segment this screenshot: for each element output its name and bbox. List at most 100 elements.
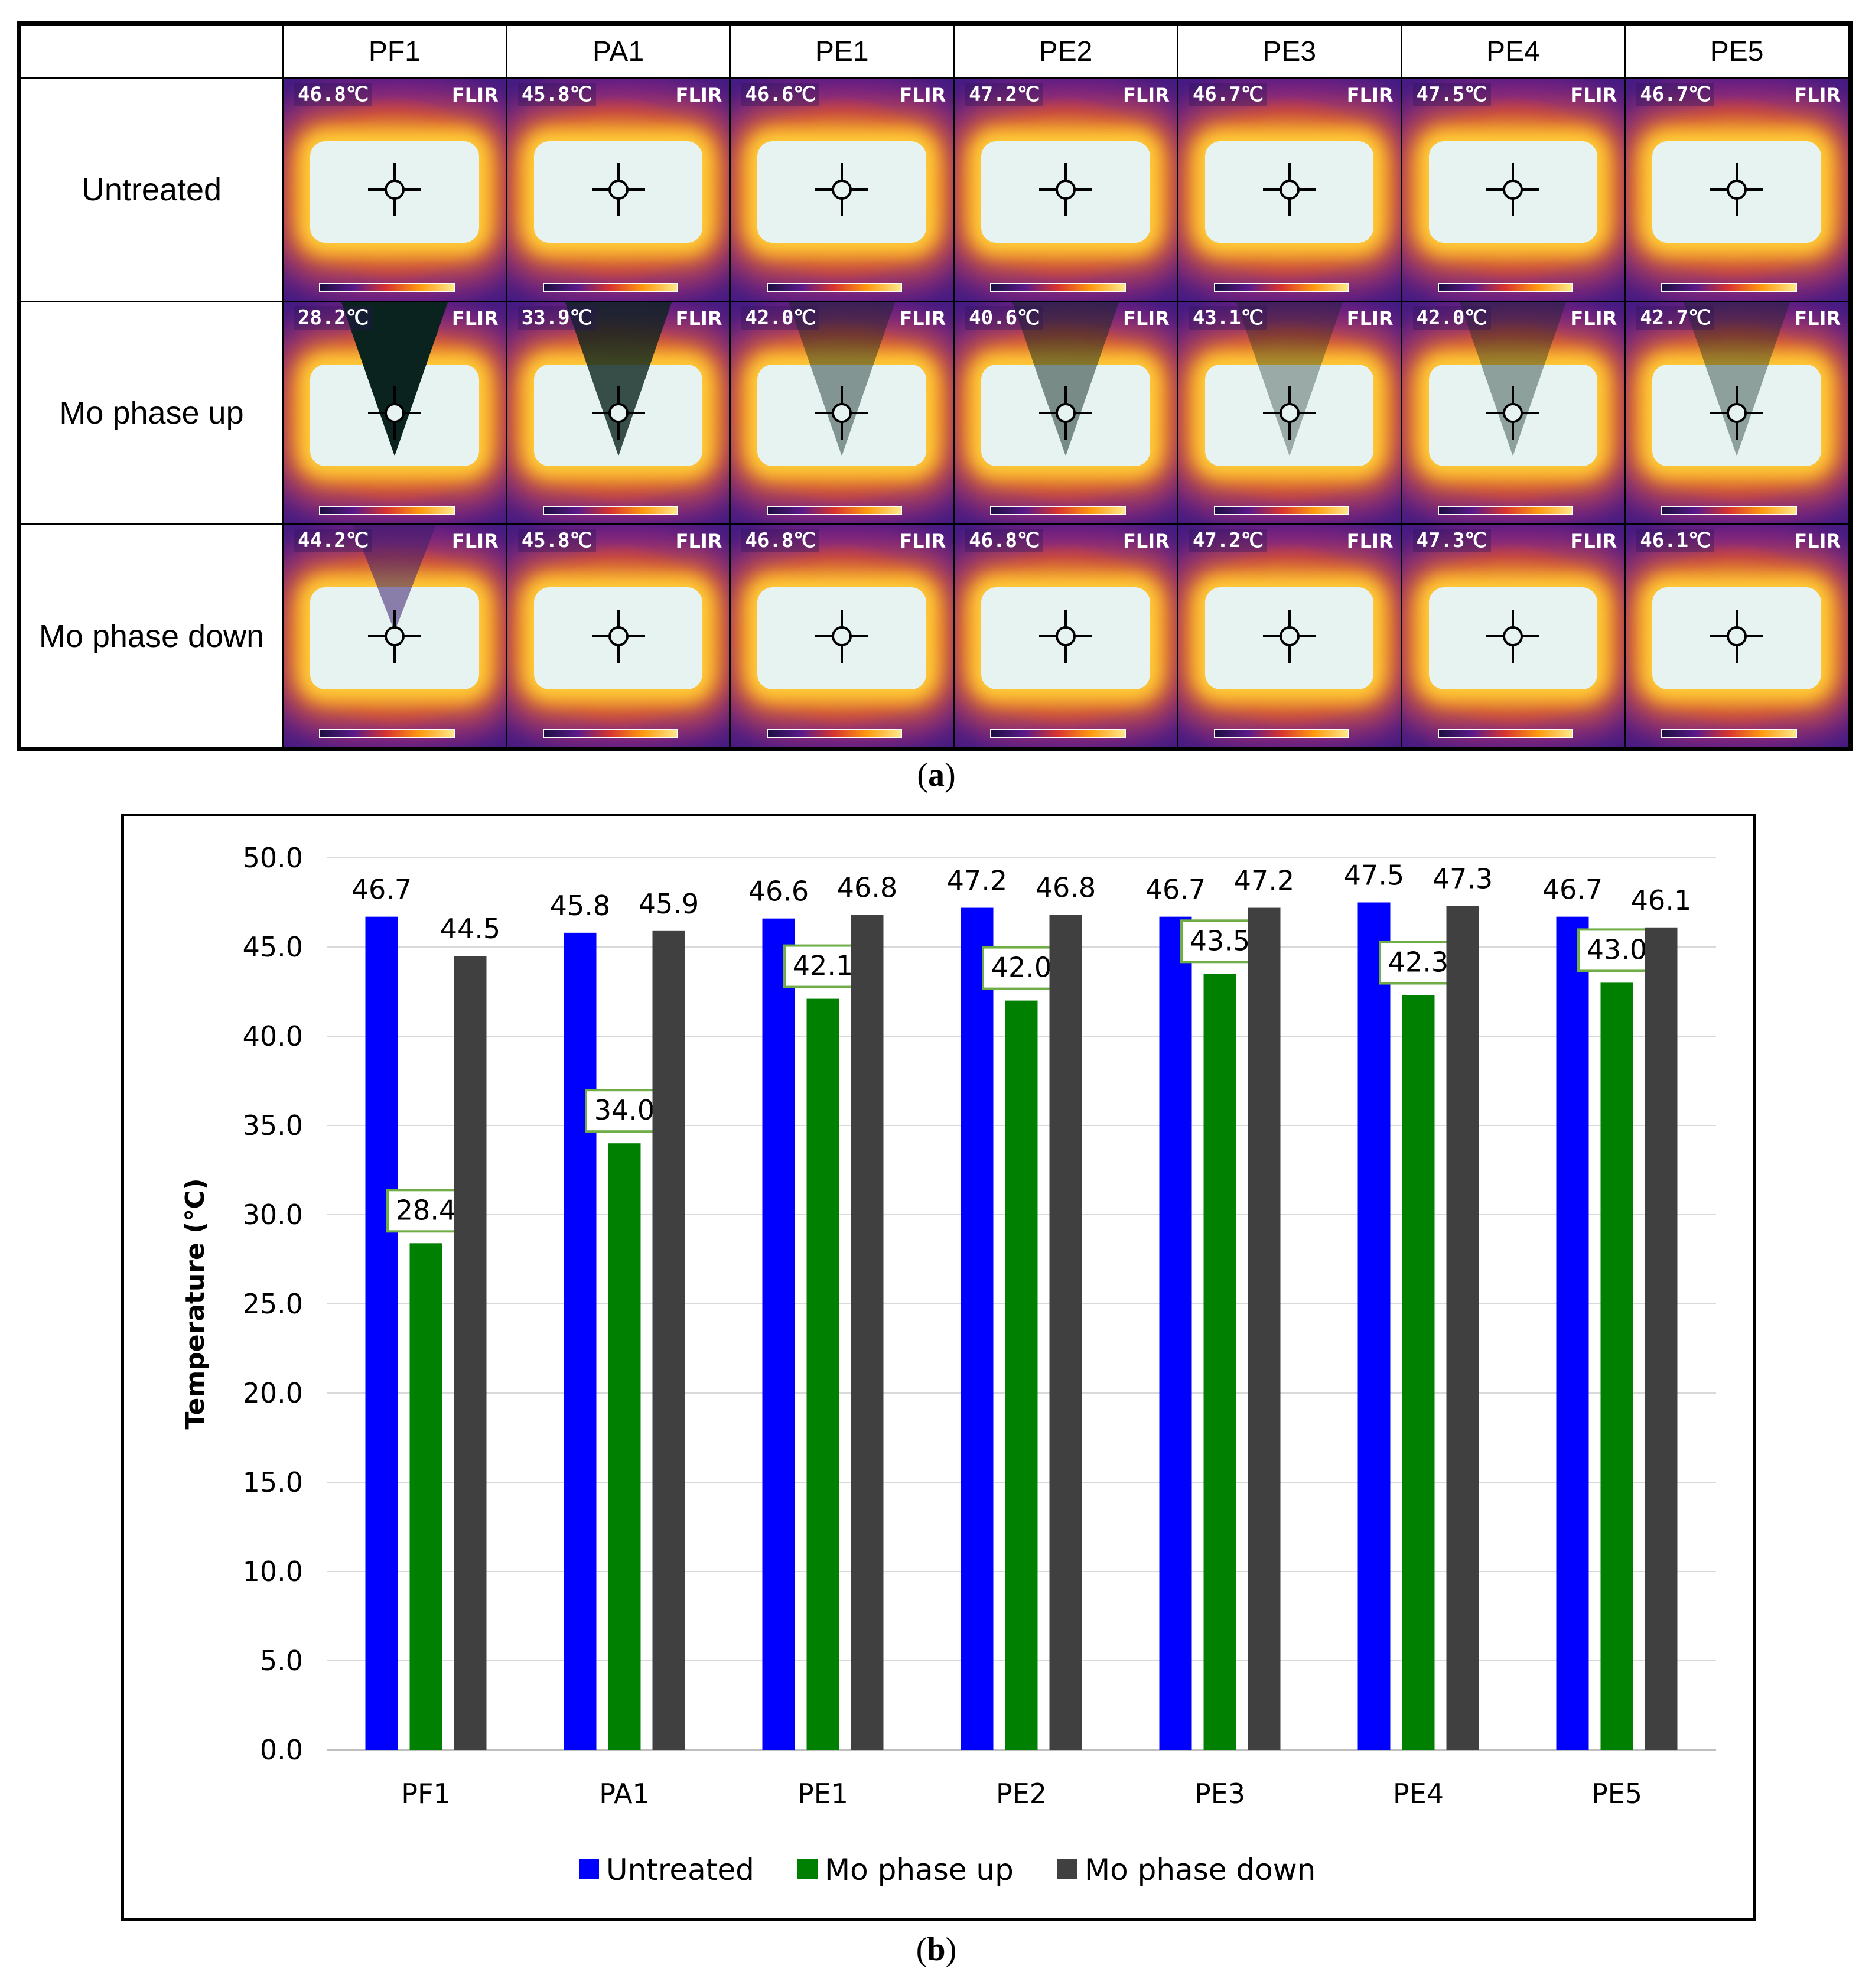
column-header: PE4: [1400, 24, 1626, 79]
bar: [762, 918, 795, 1750]
thermal-image: 47.5℃ FLIR: [1400, 77, 1626, 302]
crosshair-icon: [368, 163, 421, 216]
thermal-image: 46.8℃ FLIR: [953, 523, 1178, 749]
flir-logo: FLIR: [1346, 530, 1394, 553]
bar: [1402, 995, 1435, 1750]
crosshair-icon: [1263, 163, 1316, 216]
bar: [1159, 916, 1192, 1750]
data-label: 34.0: [594, 1094, 655, 1126]
crosshair-icon: [592, 163, 645, 216]
data-label: 46.7: [351, 874, 412, 906]
color-scale-bar: [766, 506, 902, 516]
color-scale-bar: [542, 506, 679, 516]
column-header: PA1: [505, 24, 731, 79]
bar: [564, 932, 597, 1750]
column-header: PE2: [953, 24, 1178, 79]
crosshair-icon: [1486, 386, 1539, 440]
column-header: PE3: [1176, 24, 1402, 79]
data-label-box: [982, 946, 1061, 990]
thermal-image-grid: PF1 PA1 PE1 PE2 PE3 PE4 PE5 Untreated 46…: [17, 21, 1853, 751]
bar: [961, 907, 994, 1750]
thermal-image: 46.6℃ FLIR: [729, 77, 955, 302]
row-label: Mo phase up: [19, 300, 284, 526]
temperature-readout: 47.5℃: [1412, 83, 1491, 106]
bar-chart: 0.0 5.0 10.0 15.0 20.0 25.0 30.0 35.0 40.0 45.0 50…: [180, 842, 1716, 1887]
data-label: 46.7: [1542, 874, 1603, 906]
y-tick-label: 5.0: [260, 1645, 303, 1677]
bar: [608, 1143, 641, 1750]
thermal-image: 46.8℃ FLIR: [282, 77, 507, 302]
thermal-image: 28.2℃ FLIR: [282, 300, 507, 526]
data-label: 42.0: [991, 952, 1051, 984]
temperature-readout: 45.8℃: [517, 529, 596, 553]
bar-chart-frame: 0.0 5.0 10.0 15.0 20.0 25.0 30.0 35.0 40.0 45.0 50…: [121, 814, 1756, 1921]
crosshair-icon: [815, 163, 868, 216]
data-label: 46.8: [837, 872, 897, 904]
temperature-readout: 46.8℃: [741, 529, 820, 553]
bar: [454, 956, 487, 1750]
data-label: 45.9: [639, 888, 699, 920]
legend-swatch: [797, 1859, 818, 1879]
color-scale-bar: [990, 729, 1126, 738]
data-label-box: [1379, 941, 1458, 985]
flir-logo: FLIR: [1346, 84, 1394, 106]
flir-logo: FLIR: [1570, 84, 1617, 106]
thermal-image: 46.7℃ FLIR: [1624, 77, 1850, 302]
bar: [1556, 916, 1589, 1750]
thermal-image: 46.7℃ FLIR: [1176, 77, 1402, 302]
row-label: Untreated: [19, 77, 284, 302]
crosshair-icon: [1039, 163, 1092, 216]
bar: [806, 998, 839, 1750]
temperature-readout: 42.0℃: [741, 305, 820, 330]
temperature-readout: 46.8℃: [294, 83, 373, 106]
thermal-image: 46.1℃ FLIR: [1624, 523, 1850, 749]
caption-a: (a): [917, 757, 956, 793]
color-scale-bar: [1213, 729, 1350, 738]
thermal-image: 47.2℃ FLIR: [953, 77, 1178, 302]
thermal-image: 47.2℃ FLIR: [1176, 523, 1402, 749]
data-label: 47.2: [947, 865, 1007, 897]
y-tick-label: 50.0: [243, 842, 303, 874]
color-scale-bar: [1661, 282, 1797, 292]
column-header: PE1: [729, 24, 955, 79]
temperature-readout: 28.2℃: [294, 305, 373, 330]
data-label-box: [1180, 919, 1259, 964]
flir-logo: FLIR: [1346, 307, 1394, 330]
column-header: PF1: [282, 24, 507, 79]
bar: [1248, 907, 1281, 1750]
grid-row-mo-phase-down: Mo phase down 44.2℃ FLIR 45.8℃ FLIR 46.8℃ FLI…: [19, 523, 1850, 749]
legend-label: Mo phase up: [825, 1853, 1014, 1887]
data-label-box: [1577, 928, 1656, 972]
flir-logo: FLIR: [899, 84, 946, 106]
bar: [1446, 906, 1479, 1750]
legend-label: Untreated: [606, 1853, 754, 1887]
data-label: 45.8: [550, 890, 610, 922]
color-scale-bar: [1437, 282, 1574, 292]
grid-row-untreated: Untreated 46.8℃ FLIR 45.8℃ FLIR 46.6℃ FLIR 47.…: [19, 77, 1850, 302]
thermal-image: 40.6℃ FLIR: [953, 300, 1178, 526]
bar: [1600, 982, 1633, 1750]
y-tick-label: 20.0: [243, 1377, 303, 1409]
y-tick-label: 25.0: [243, 1288, 303, 1320]
y-tick-label: 30.0: [243, 1199, 303, 1231]
crosshair-icon: [1486, 610, 1539, 663]
color-scale-bar: [542, 729, 679, 738]
thermal-image: 45.8℃ FLIR: [505, 523, 731, 749]
crosshair-icon: [815, 386, 868, 440]
column-header: PE5: [1624, 24, 1850, 79]
crosshair-icon: [1710, 610, 1763, 663]
bar: [409, 1243, 442, 1750]
y-tick-label: 35.0: [243, 1109, 303, 1141]
temperature-readout: 47.2℃: [1189, 529, 1267, 553]
bar: [1357, 902, 1391, 1750]
x-tick-label: PE2: [996, 1778, 1047, 1810]
bar: [851, 915, 884, 1750]
color-scale-bar: [990, 282, 1126, 292]
data-label: 43.5: [1190, 925, 1250, 956]
bar: [365, 916, 398, 1750]
temperature-readout: 47.2℃: [965, 83, 1044, 106]
flir-logo: FLIR: [675, 84, 722, 106]
flir-logo: FLIR: [1794, 307, 1841, 330]
temperature-readout: 46.1℃: [1636, 529, 1715, 553]
x-tick-label: PE1: [797, 1778, 848, 1810]
